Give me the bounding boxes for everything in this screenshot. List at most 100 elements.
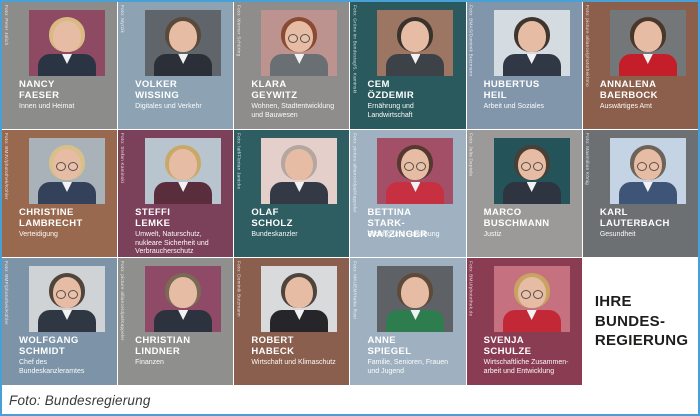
minister-card: Foto: BMAS/Dominik Butzmann HUBERTUS HEI… xyxy=(466,2,582,129)
minister-role: Digitales und Verkehr xyxy=(135,103,202,110)
portrait-torso xyxy=(618,182,677,204)
portrait-torso xyxy=(502,310,561,332)
title-line: IHRE xyxy=(594,293,632,311)
portrait-photo xyxy=(377,138,454,204)
portrait-torso xyxy=(154,54,213,76)
portrait-photo xyxy=(29,10,105,76)
minister-name: ANNE SPIEGEL xyxy=(367,335,412,357)
portrait-torso xyxy=(270,54,329,76)
ministers-grid: Foto: Peter Jülich NANCY FAESER Innen un… xyxy=(2,2,698,385)
portrait-photo xyxy=(145,266,222,332)
minister-card: Foto: picture alliance/dpa/Kappeler CHRI… xyxy=(118,258,234,385)
minister-name: STEFFI LEMKE xyxy=(135,207,171,229)
minister-role: Finanzen xyxy=(135,359,164,366)
minister-name: WOLFGANG SCHMIDT xyxy=(19,335,79,357)
minister-role: Innen und Heimat xyxy=(19,103,75,110)
photo-credit: Foto: MKUEM/Heike Rost xyxy=(352,261,358,320)
photo-credit: Foto: picture alliance/dpa/Kappeler xyxy=(352,133,358,213)
minister-card: Foto: picture alliance/dpa/Kappeler BETT… xyxy=(350,130,466,257)
photo-credit: Foto: Werner Schüring xyxy=(236,5,242,57)
portrait-photo xyxy=(29,266,105,332)
minister-role: Chef des Bundeskanzleramtes xyxy=(19,359,85,375)
photo-credit: Foto: BMU/photothek.de xyxy=(468,261,474,317)
minister-role: Verteidigung xyxy=(19,231,58,238)
minister-role: Umwelt, Naturschutz, nukleare Sicherheit… xyxy=(135,231,209,256)
title-line: REGIERUNG xyxy=(594,332,689,350)
minister-card: Foto: Peter Jülich NANCY FAESER Innen un… xyxy=(2,2,118,129)
minister-role: Bundeskanzler xyxy=(251,231,298,238)
portrait-head xyxy=(401,21,430,52)
footer-strip: Foto: Bundesregierung xyxy=(2,387,698,414)
minister-name: NANCY FAESER xyxy=(19,79,60,101)
minister-card: Foto: laif/Florian Janicke OLAF SCHOLZ B… xyxy=(234,130,350,257)
minister-card: Foto: BMJV/photothek/Köhler CHRISTINE LA… xyxy=(2,130,118,257)
title-line: BUNDES- xyxy=(594,312,666,330)
photo-credit: Foto: Maximilian König xyxy=(584,133,590,185)
minister-name: VOLKER WISSING xyxy=(135,79,180,101)
portrait-torso xyxy=(38,310,96,332)
minister-name: MARCO BUSCHMANN xyxy=(483,207,550,229)
portrait-photo xyxy=(493,138,570,204)
portrait-head xyxy=(169,149,198,180)
portrait-torso xyxy=(386,310,445,332)
portrait-head xyxy=(633,21,662,52)
portrait-photo xyxy=(261,10,338,76)
minister-role: Wohnen, Stadtentwicklung und Bauwesen xyxy=(251,103,335,119)
photo-credit: Foto: BMAS/Dominik Butzmann xyxy=(468,5,474,77)
minister-card: Foto: Julia Deptala MARCO BUSCHMANN Just… xyxy=(466,130,582,257)
portrait-photo xyxy=(145,138,222,204)
portrait-torso xyxy=(154,182,213,204)
portrait-photo xyxy=(493,10,570,76)
minister-role: Bildung und Forschung xyxy=(367,231,440,238)
minister-card: Foto: Maximilian König KARL LAUTERBACH G… xyxy=(582,130,698,257)
portrait-photo xyxy=(377,266,454,332)
minister-name: OLAF SCHOLZ xyxy=(251,207,293,229)
portrait-photo xyxy=(261,266,338,332)
minister-name: CHRISTINE LAMBRECHT xyxy=(19,207,83,229)
title-card: IHRE BUNDES- REGIERUNG xyxy=(582,258,698,385)
minister-card: Foto: Myrzik VOLKER WISSING Digitales un… xyxy=(118,2,234,129)
portrait-head xyxy=(169,277,198,308)
photo-credit: Foto: picture alliance/dpa/Kappeler xyxy=(120,261,126,341)
minister-role: Familie, Senioren, Frauen und Jugend xyxy=(367,359,449,375)
photo-credit: Foto: Grüne im Bundestag/S. Kaminski xyxy=(352,5,358,94)
photo-credit: Foto: BMF/photothek/Köhler xyxy=(4,261,9,325)
minister-card: Foto: BMU/photothek.de SVENJA SCHULZE Wi… xyxy=(466,258,582,385)
portrait-photo xyxy=(493,266,570,332)
portrait-photo xyxy=(29,138,105,204)
portrait-head xyxy=(517,21,546,52)
portrait-torso xyxy=(38,182,96,204)
portrait-head xyxy=(285,277,314,308)
portrait-photo xyxy=(261,138,338,204)
portrait-torso xyxy=(270,182,329,204)
photo-credit: Foto: picture alliance/photothek/Imo xyxy=(584,5,590,87)
portrait-torso xyxy=(270,310,329,332)
minister-name: CHRISTIAN LINDNER xyxy=(135,335,191,357)
minister-role: Wirtschaftliche Zusammen-arbeit und Entw… xyxy=(483,359,569,375)
minister-card: Foto: BMF/photothek/Köhler WOLFGANG SCHM… xyxy=(2,258,118,385)
minister-name: KARL LAUTERBACH xyxy=(599,207,670,229)
minister-name: ANNALENA BAERBOCK xyxy=(599,79,658,101)
photo-credit: Foto: BMJV/photothek/Köhler xyxy=(4,133,9,200)
photo-credit: Foto: Julia Deptala xyxy=(468,133,474,177)
portrait-torso xyxy=(386,54,445,76)
portrait-head xyxy=(53,21,81,52)
portrait-torso xyxy=(502,182,561,204)
photo-credit: Foto: laif/Florian Janicke xyxy=(236,133,242,190)
portrait-torso xyxy=(618,54,677,76)
minister-name: CEM ÖZDEMIR xyxy=(367,79,415,101)
minister-name: BETTINA STARK-WATZINGER xyxy=(367,207,428,240)
minister-role: Gesundheit xyxy=(599,231,636,238)
portrait-photo xyxy=(377,10,454,76)
minister-name: KLARA GEYWITZ xyxy=(251,79,298,101)
minister-card: Foto: Stefan Kaminski STEFFI LEMKE Umwel… xyxy=(118,130,234,257)
portrait-head xyxy=(401,277,430,308)
portrait-head xyxy=(285,149,314,180)
portrait-photo xyxy=(609,10,686,76)
minister-card: Foto: Werner Schüring KLARA GEYWITZ Wohn… xyxy=(234,2,350,129)
minister-role: Wirtschaft und Klimaschutz xyxy=(251,359,336,366)
minister-role: Ernährung und Landwirtschaft xyxy=(367,103,414,119)
minister-card: Foto: MKUEM/Heike Rost ANNE SPIEGEL Fami… xyxy=(350,258,466,385)
portrait-torso xyxy=(386,182,445,204)
